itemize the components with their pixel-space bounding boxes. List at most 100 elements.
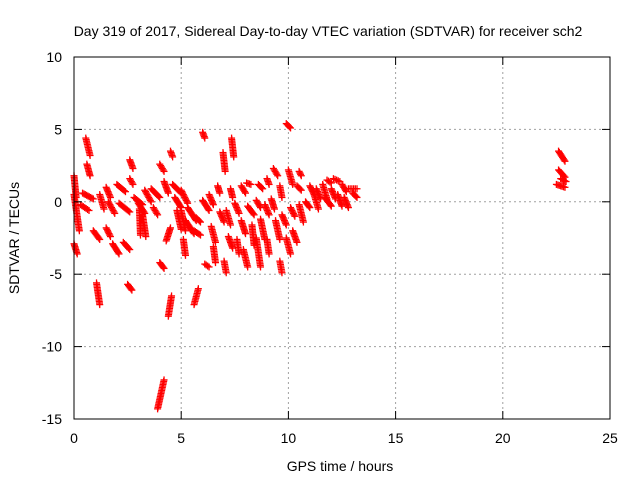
- data-point: [128, 286, 136, 294]
- data-point: [204, 262, 212, 270]
- data-point: [285, 123, 293, 131]
- data-point: [205, 263, 213, 271]
- y-tick-label: 5: [54, 121, 62, 137]
- data-point: [160, 264, 168, 272]
- data-point: [297, 186, 305, 194]
- y-tick-labels: -15 -10 -5 0 5 10: [42, 49, 62, 427]
- data-point: [164, 189, 172, 197]
- data-point: [159, 166, 167, 174]
- data-point: [146, 196, 154, 204]
- data-point: [114, 249, 122, 257]
- data-point: [196, 218, 204, 226]
- data-point: [327, 202, 335, 210]
- data-point: [326, 178, 334, 186]
- data-point: [270, 205, 278, 213]
- data-point: [341, 186, 349, 194]
- data-point: [126, 246, 134, 254]
- data-point: [176, 202, 184, 210]
- data-point: [229, 193, 237, 201]
- data-point: [326, 201, 334, 209]
- data-point: [230, 153, 238, 161]
- data-point: [291, 212, 299, 220]
- data-point: [278, 193, 286, 201]
- data-point: [242, 230, 250, 238]
- y-tick-label: -15: [42, 411, 62, 427]
- data-point: [154, 211, 162, 219]
- data-point: [273, 170, 281, 178]
- data-point: [257, 263, 265, 271]
- data-point: [204, 205, 212, 213]
- data-point: [265, 180, 273, 188]
- data-point: [162, 237, 170, 245]
- data-point: [259, 185, 267, 193]
- data-point: [282, 221, 290, 229]
- data-point: [221, 167, 229, 175]
- y-tick-label: -10: [42, 339, 62, 355]
- data-point: [111, 209, 119, 217]
- data-point: [561, 157, 569, 165]
- axis-ticks: [73, 56, 611, 420]
- data-point: [127, 285, 135, 293]
- data-point: [155, 192, 163, 200]
- data-point: [120, 187, 128, 195]
- data-point: [195, 217, 203, 225]
- y-tick-label: 0: [54, 194, 62, 210]
- data-point: [299, 218, 307, 226]
- data-point: [129, 164, 137, 172]
- data-point: [287, 250, 295, 258]
- data-point: [106, 233, 114, 241]
- data-point: [296, 185, 304, 193]
- data-point: [95, 234, 103, 242]
- data-point: [169, 153, 177, 161]
- data-point: [212, 259, 220, 267]
- y-tick-label: -5: [50, 266, 63, 282]
- plot-border: [73, 56, 611, 420]
- x-tick-labels: 0 5 10 15 20 25: [70, 430, 618, 446]
- data-point: [110, 208, 118, 216]
- data-point: [195, 230, 203, 238]
- data-point: [353, 193, 361, 201]
- data-point: [250, 211, 258, 219]
- x-tick-label: 15: [388, 430, 404, 446]
- data-point: [314, 205, 322, 213]
- data-point: [85, 206, 93, 214]
- data-point: [561, 183, 569, 191]
- data-point: [329, 175, 337, 183]
- data-point: [297, 172, 305, 180]
- data-point: [181, 227, 189, 235]
- data-point: [258, 184, 266, 192]
- data-point: [265, 211, 273, 219]
- data-point: [89, 195, 97, 203]
- data-point: [160, 167, 168, 175]
- x-tick-label: 10: [281, 430, 297, 446]
- data-point: [181, 251, 189, 259]
- data-point: [73, 250, 81, 258]
- data-point: [196, 231, 204, 239]
- data-points: [70, 120, 570, 413]
- data-point: [128, 179, 136, 187]
- data-point: [164, 312, 172, 320]
- x-tick-label: 0: [70, 430, 78, 446]
- data-point: [212, 238, 220, 246]
- data-point: [121, 188, 129, 196]
- data-point: [209, 201, 217, 209]
- data-point: [96, 235, 104, 243]
- data-point: [88, 194, 96, 202]
- x-tick-label: 5: [177, 430, 185, 446]
- data-point: [244, 263, 252, 271]
- data-point: [216, 189, 224, 197]
- data-point: [289, 180, 297, 188]
- data-point: [290, 211, 298, 219]
- data-point: [241, 188, 249, 196]
- data-point: [306, 204, 314, 212]
- data-point: [147, 198, 155, 206]
- data-point: [265, 250, 273, 258]
- data-point: [205, 206, 213, 214]
- data-point: [86, 172, 94, 180]
- data-point: [159, 263, 167, 271]
- data-point: [249, 210, 257, 218]
- data-point: [247, 180, 255, 188]
